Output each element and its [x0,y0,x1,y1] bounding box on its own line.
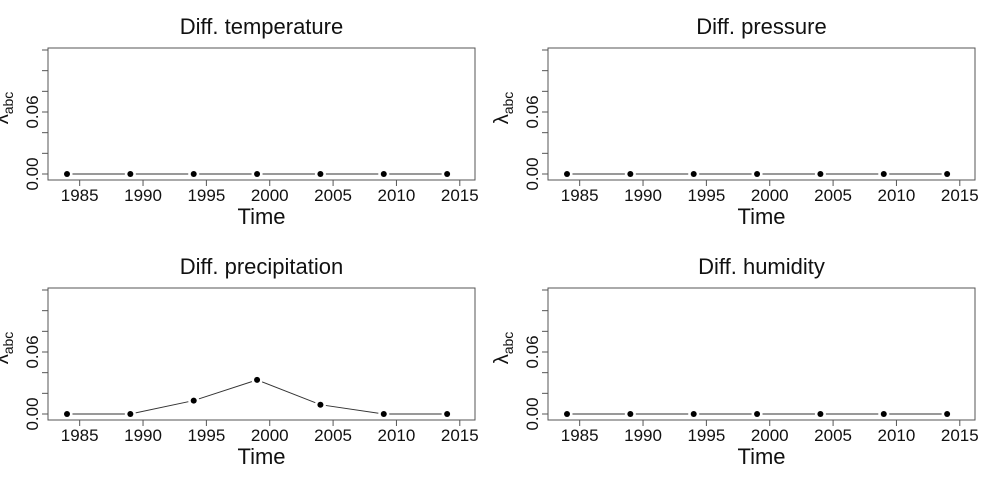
y-axis-label-sub: abc [0,92,16,115]
data-point [627,411,634,417]
chart-title: Diff. humidity [698,254,825,279]
x-tick-label: 2010 [878,426,916,445]
data-point [944,411,951,417]
x-tick-label: 1995 [187,426,225,445]
x-tick-label: 2005 [314,426,352,445]
x-tick-label: 1995 [687,426,725,445]
x-tick-label: 2010 [378,426,416,445]
data-point [754,411,761,417]
x-tick-label: 2005 [314,186,352,205]
chart-title: Diff. pressure [696,14,826,39]
data-point [444,411,451,417]
plot-frame [547,47,976,181]
x-tick-label: 1990 [624,426,662,445]
data-point [127,171,134,177]
data-point [190,171,197,177]
x-tick-label: 1985 [561,426,599,445]
x-tick-label: 2005 [814,186,852,205]
y-axis-label-main: λ [491,114,513,124]
y-tick-label: 0.06 [23,335,42,368]
y-axis-label: λabc [0,92,16,125]
x-tick-label: 1985 [61,186,99,205]
data-point [880,411,887,417]
data-point [817,411,824,417]
x-axis-label: Time [237,444,285,469]
y-axis-label-sub: abc [0,332,16,355]
x-tick-label: 2015 [441,426,479,445]
x-tick-label: 1995 [687,186,725,205]
x-tick-label: 1985 [561,186,599,205]
y-tick-label: 0.06 [523,335,542,368]
data-point [754,171,761,177]
data-point [64,171,71,177]
x-tick-label: 2010 [878,186,916,205]
x-tick-label: 2000 [251,426,289,445]
y-tick-label: 0.06 [523,95,542,128]
y-axis-label-sub: abc [500,92,516,115]
x-axis-label: Time [737,204,785,229]
data-point [190,397,197,404]
chart-panel: Diff. humidity 0.00 0.06 λabc 1985 1990 1995 20… [491,254,979,469]
y-axis-label: λabc [491,332,516,365]
y-axis-label-main: λ [0,354,13,364]
data-point [64,411,71,417]
data-point [817,171,824,177]
data-point [880,171,887,177]
chart-panel: Diff. temperature 0.00 0.06 λabc 1985 1990 199… [0,14,479,229]
data-point [444,171,451,177]
x-tick-label: 1990 [124,186,162,205]
x-tick-label: 2010 [378,186,416,205]
x-tick-label: 2015 [941,186,979,205]
y-axis-label-main: λ [491,354,513,364]
x-axis-label: Time [237,204,285,229]
y-tick-label: 0.00 [23,397,42,430]
data-point [564,411,571,417]
x-tick-label: 1985 [61,426,99,445]
y-tick-label: 0.00 [523,397,542,430]
plot-frame [47,47,476,181]
chart-title: Diff. precipitation [180,254,343,279]
x-tick-label: 2015 [941,426,979,445]
chart-panel: Diff. pressure 0.00 0.06 λabc 1985 1990 1995 20… [491,14,979,229]
x-tick-label: 2000 [751,186,789,205]
data-point [254,171,261,177]
x-tick-label: 2005 [814,426,852,445]
chart-panel: Diff. precipitation 0.00 0.06 λabc 1985 1990 1… [0,254,479,469]
x-tick-label: 1990 [124,426,162,445]
y-tick-label: 0.00 [523,157,542,190]
data-point [380,411,387,417]
x-tick-label: 2000 [751,426,789,445]
data-point [690,411,697,417]
data-point [690,171,697,177]
data-point [317,171,324,177]
x-tick-label: 2000 [251,186,289,205]
chart-title: Diff. temperature [180,14,343,39]
data-point [254,376,261,383]
plot-frame [547,287,976,421]
plot-frame [47,287,476,421]
x-axis-label: Time [737,444,785,469]
x-tick-label: 1990 [624,186,662,205]
data-point [380,171,387,177]
y-axis-label: λabc [491,92,516,125]
y-axis-label-main: λ [0,114,13,124]
x-tick-label: 2015 [441,186,479,205]
data-point [127,411,134,417]
data-point [564,171,571,177]
y-tick-label: 0.06 [23,95,42,128]
data-point [944,171,951,177]
data-point [627,171,634,177]
x-tick-label: 1995 [187,186,225,205]
y-axis-label-sub: abc [500,332,516,355]
y-axis-label: λabc [0,332,16,365]
y-tick-label: 0.00 [23,157,42,190]
data-point [317,401,324,408]
